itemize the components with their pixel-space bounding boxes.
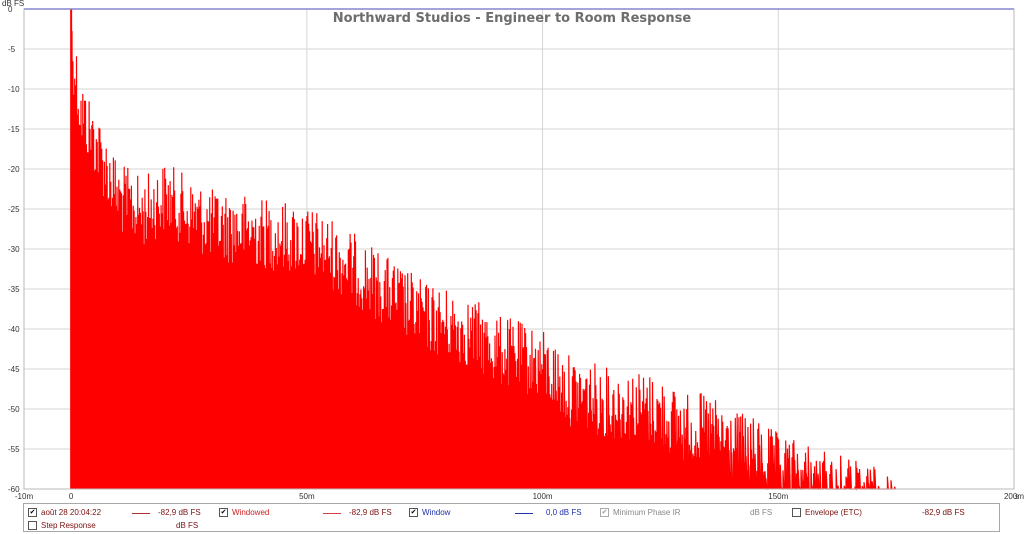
legend-value-minimum-phase: dB FS — [750, 508, 773, 517]
legend-value-envelope: -82,9 dB FS — [922, 508, 965, 517]
x-axis-unit: s — [1015, 492, 1019, 501]
legend-label-measurement: août 28 20:04:22 — [41, 508, 102, 517]
x-tick-label: 200m — [1004, 492, 1024, 501]
chart-title: Northward Studios - Engineer to Room Res… — [333, 11, 692, 26]
y-tick-label: -15 — [8, 125, 20, 134]
legend-value-measurement: -82,9 dB FS — [158, 508, 201, 517]
legend-panel: ✔ août 28 20:04:22 -82,9 dB FS ✔ Windowe… — [23, 503, 1000, 532]
y-tick-label: 0 — [8, 5, 13, 14]
y-tick-label: -50 — [8, 405, 20, 414]
checkbox-envelope[interactable] — [792, 508, 801, 517]
legend-value-window: 0,0 dB FS — [546, 508, 582, 517]
y-tick-label: -30 — [8, 245, 20, 254]
y-tick-label: -45 — [8, 365, 20, 374]
legend-item-measurement[interactable]: ✔ août 28 20:04:22 — [28, 507, 228, 519]
x-tick-label: 150m — [768, 492, 788, 501]
legend-value-step-response: dB FS — [176, 521, 199, 530]
y-tick-label: -25 — [8, 205, 20, 214]
impulse-response-chart: 0 -5 -10 -15 -20 -25 -30 -35 -40 -45 -50 -55 -60-10m… — [2, 0, 1024, 501]
x-tick-label: 50m — [299, 492, 315, 501]
x-tick-label: 0 — [69, 492, 74, 501]
legend-item-step-response[interactable]: Step Response — [28, 520, 148, 532]
checkbox-window[interactable]: ✔ — [409, 508, 418, 517]
y-tick-label: -40 — [8, 325, 20, 334]
legend-value-windowed: -82,9 dB FS — [349, 508, 392, 517]
y-tick-label: -10 — [8, 85, 20, 94]
legend-label-step-response: Step Response — [41, 521, 96, 530]
y-tick-label: -60 — [8, 485, 20, 494]
y-axis-unit: dB FS — [2, 0, 24, 8]
legend-swatch-windowed — [323, 513, 341, 514]
legend-item-windowed[interactable]: ✔ Windowed — [219, 507, 319, 519]
checkbox-measurement[interactable]: ✔ — [28, 508, 37, 517]
y-tick-label: -20 — [8, 165, 20, 174]
legend-label-window: Window — [422, 508, 451, 517]
x-tick-label: 100m — [533, 492, 553, 501]
legend-label-envelope: Envelope (ETC) — [805, 508, 862, 517]
impulse-series — [70, 9, 897, 491]
legend-swatch-measurement — [132, 513, 150, 514]
checkbox-step-response[interactable] — [28, 521, 37, 530]
plot-frame — [23, 8, 1015, 490]
y-tick-label: -55 — [8, 445, 20, 454]
legend-item-envelope[interactable]: Envelope (ETC) — [792, 507, 912, 519]
axes: 0 -5 -10 -15 -20 -25 -30 -35 -40 -45 -50 -55 -60-10m… — [8, 5, 1024, 501]
legend-swatch-window — [515, 513, 533, 514]
legend-label-windowed: Windowed — [232, 508, 270, 517]
legend-item-window[interactable]: ✔ Window — [409, 507, 509, 519]
legend-item-minimum-phase[interactable]: ✔ Minimum Phase IR — [600, 507, 720, 519]
x-tick-label: -10m — [15, 492, 34, 501]
checkbox-windowed[interactable]: ✔ — [219, 508, 228, 517]
impulse-trace — [70, 30, 897, 491]
y-tick-label: -35 — [8, 285, 20, 294]
checkbox-minimum-phase[interactable]: ✔ — [600, 508, 609, 517]
y-tick-label: -5 — [8, 45, 16, 54]
legend-label-minimum-phase: Minimum Phase IR — [613, 508, 681, 517]
